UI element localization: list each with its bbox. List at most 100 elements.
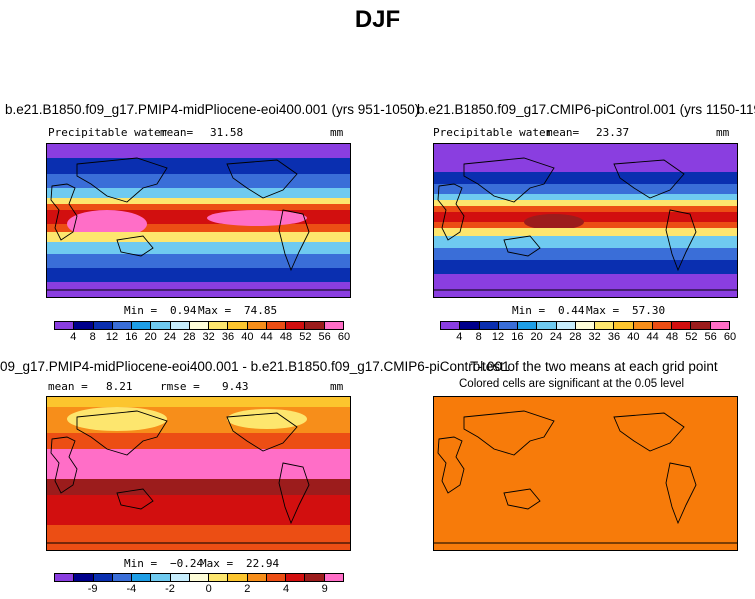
panel3-band-south <box>47 495 350 525</box>
panel1-cb-swatch-12 <box>266 322 287 329</box>
panel4-field-svg <box>434 397 737 550</box>
panel1-cb-swatch-2 <box>74 322 94 329</box>
panel1-cb-swatch-8 <box>189 322 210 329</box>
panel1-title: b.e21.B1850.f09_g17.PMIP4-midPliocene-eo… <box>5 102 420 117</box>
panel2-coastlines <box>434 157 737 291</box>
panel2-band-warm-north <box>434 200 737 208</box>
panel3-cb-swatch-13 <box>286 574 306 581</box>
panel2-cb-swatch-12 <box>652 322 673 329</box>
panel1-cb-swatch-3 <box>93 322 113 329</box>
panel1-coast-africa <box>50 183 78 241</box>
panel1-cb-swatch-5 <box>132 322 152 329</box>
panel2-coast-africa <box>437 183 465 241</box>
panel2-cb-tick: 4 <box>456 331 463 343</box>
panel3-band-arctic <box>47 397 350 409</box>
panel1-cb-tick: 36 <box>221 331 235 343</box>
panel1-cb-swatch-13 <box>286 322 306 329</box>
panel3-cb-swatch-2 <box>74 574 94 581</box>
panel1-band-subtrop-south <box>47 242 350 254</box>
panel3-min-label: Min = <box>124 557 158 570</box>
panel1-warm-pool-east <box>207 210 307 226</box>
panel1-band-mid-south <box>47 268 350 282</box>
panel2-band-mid-south <box>434 260 737 274</box>
panel3-band-tropics <box>47 449 350 479</box>
panel1-map <box>46 143 351 298</box>
panel2-band-subtrop-north <box>434 194 737 202</box>
panel1-cb-tick: 32 <box>202 331 215 343</box>
panel1-variable: Precipitable water <box>48 126 168 139</box>
panel2-cb-swatch-2 <box>460 322 480 329</box>
panel2-coast-north-america <box>613 159 685 199</box>
panel2-coast-eurasia <box>463 157 555 203</box>
panel1-coast-south-america <box>278 209 310 272</box>
panel3-cb-swatch-5 <box>132 574 152 581</box>
panel1-cb-tick: 16 <box>125 331 138 343</box>
panel2-min-label: Min = <box>512 304 546 317</box>
panel2-cb-tick: 16 <box>511 331 524 343</box>
panel3-coastlines <box>47 410 350 544</box>
panel2-cb-swatch-13 <box>672 322 692 329</box>
panel3-cb-tick: -9 <box>87 583 98 595</box>
panel2-cb-tick: 20 <box>530 331 543 343</box>
panel3-cb-swatch-12 <box>266 574 287 581</box>
panel3-cb-tick: 0 <box>205 583 212 595</box>
panel2-cb-tick: 52 <box>685 331 698 343</box>
panel1-band-south <box>47 254 350 268</box>
panel3-cb-swatch-3 <box>93 574 113 581</box>
panel3-max-label: Max = <box>200 557 234 570</box>
panel1-coastlines <box>47 157 350 291</box>
panel1-min-label: Min = <box>124 304 158 317</box>
panel2-cb-tick: 8 <box>475 331 482 343</box>
panel3-cb-swatch-10 <box>228 574 248 581</box>
panel1-band-warm-north <box>47 198 350 206</box>
panel2-cb-tick: 32 <box>588 331 601 343</box>
panel1-warm-pool-west <box>67 210 147 238</box>
panel3-rmse-value: 9.43 <box>222 380 249 393</box>
panel2-mean-label: mean= <box>546 126 580 139</box>
panel2-cb-swatch-14 <box>691 322 711 329</box>
panel3-cb-swatch-15 <box>324 574 343 581</box>
panel2-band-north <box>434 184 737 196</box>
panel3-max-value: 22.94 <box>246 557 280 570</box>
panel2-mean-value: 23.37 <box>596 126 630 139</box>
panel3-min-value: −0.24 <box>170 557 204 570</box>
panel1-colorbar-ticks: 4 8 12 16 20 24 28 32 36 40 44 48 52 56 … <box>54 330 350 344</box>
panel2-cb-swatch-9 <box>595 322 615 329</box>
panel2-cb-tick: 44 <box>646 331 659 343</box>
panel1-band-mid-north <box>47 158 350 178</box>
panel2-title: b.e21.B1850.f09_g17.CMIP6-piControl.001 … <box>417 102 755 117</box>
panel2-cb-swatch-1 <box>441 322 461 329</box>
panel4-coast-south-america <box>665 462 697 525</box>
panel2-colorbar-wrap: 4 8 12 16 20 24 28 32 36 40 44 48 52 56 … <box>440 321 736 344</box>
panel3-cb-swatch-4 <box>112 574 133 581</box>
panel1-cb-tick: 8 <box>89 331 96 343</box>
panel1-cb-tick: 20 <box>144 331 157 343</box>
panel3-coast-south-america <box>278 462 310 525</box>
panel3-band-south-tropics <box>47 479 350 495</box>
panel1-field-svg <box>47 144 350 297</box>
panel1-max-value: 74.85 <box>244 304 278 317</box>
panel2-cb-swatch-4 <box>498 322 519 329</box>
panel3-colorbar-ticks: -9 -4 -2 0 2 4 9 <box>54 582 344 596</box>
panel3-cb-tick: 4 <box>282 583 290 595</box>
panel1-colorbar-wrap: 4 8 12 16 20 24 28 32 36 40 44 48 52 56 … <box>54 321 350 344</box>
panel1-cb-tick: 12 <box>105 331 119 343</box>
panel1-units: mm <box>330 126 344 139</box>
panel3-cb-tick: 2 <box>244 583 251 595</box>
panel2-field-svg <box>434 144 737 297</box>
panel1-max-label: Max = <box>198 304 232 317</box>
panel1-mean-label: mean= <box>160 126 194 139</box>
panel2-map <box>433 143 738 298</box>
panel1-cb-tick: 56 <box>318 331 331 343</box>
panel1-mean-value: 31.58 <box>210 126 244 139</box>
panel3-colorbar <box>54 573 344 582</box>
panel3-eurasia-low <box>67 407 167 431</box>
panel1-cb-tick: 4 <box>70 331 77 343</box>
panel1-cb-swatch-7 <box>170 322 190 329</box>
panel1-cb-swatch-4 <box>112 322 133 329</box>
panel4-coast-australia <box>503 488 541 510</box>
figure-title: DJF <box>354 6 401 33</box>
panel1-cb-swatch-10 <box>228 322 248 329</box>
panel1-coast-eurasia <box>76 157 168 203</box>
panel2-band-south <box>434 248 737 260</box>
